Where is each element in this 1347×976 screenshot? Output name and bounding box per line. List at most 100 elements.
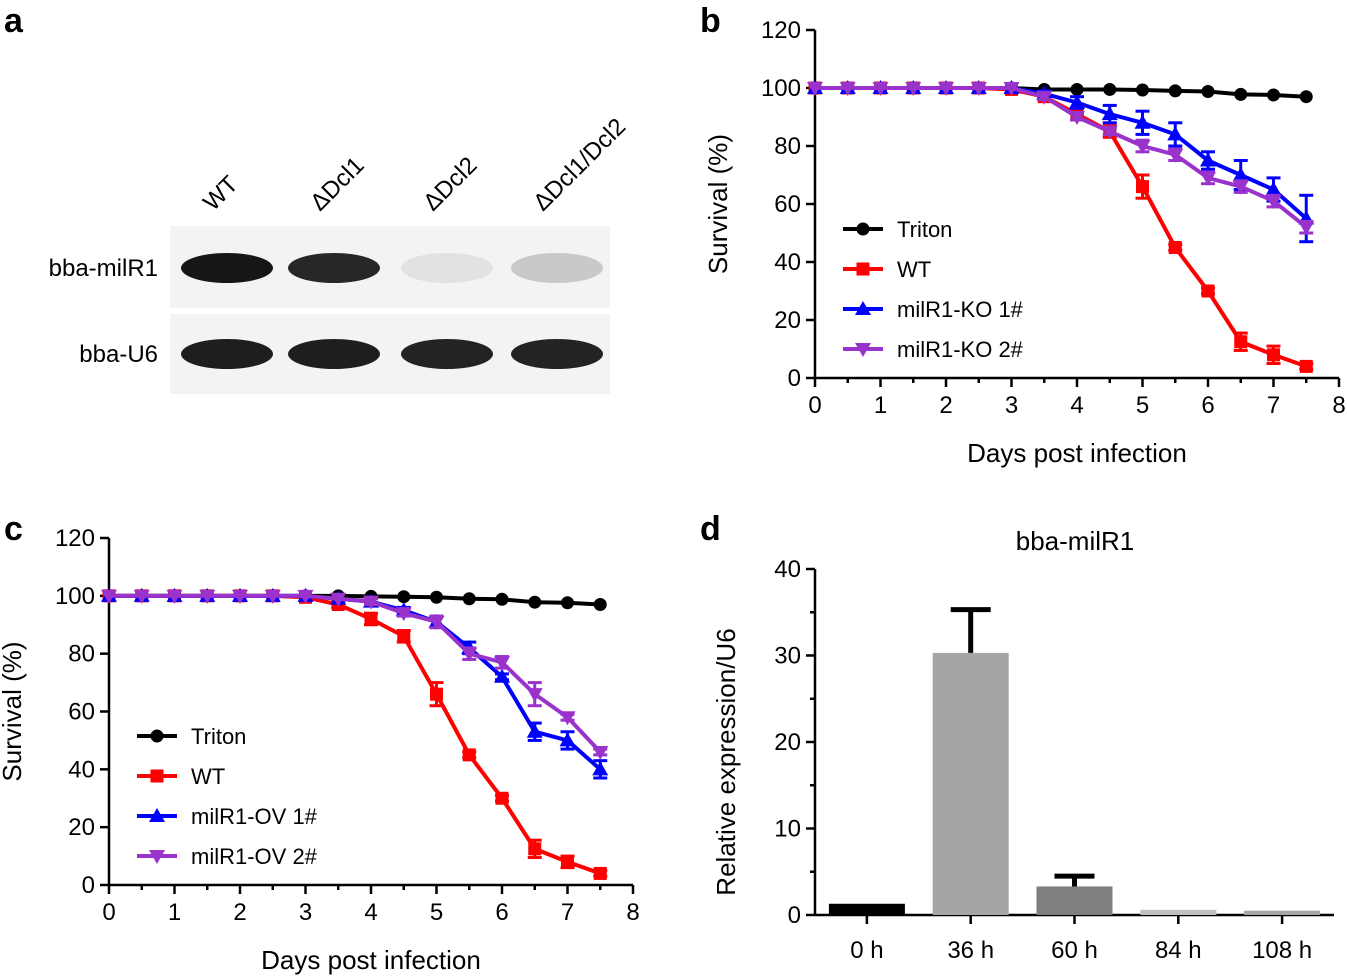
x-tick-label: 3 xyxy=(299,899,312,926)
series-line xyxy=(815,86,1307,369)
data-point xyxy=(297,589,314,604)
blot-band xyxy=(511,253,603,283)
data-point xyxy=(561,596,574,610)
lane-labels: WT ΔDcl1 ΔDcl2 ΔDcl1/Dcl2 xyxy=(198,113,631,216)
data-point xyxy=(232,589,248,604)
legend-label: Triton xyxy=(897,217,952,242)
data-point xyxy=(1134,114,1151,129)
legend-label: WT xyxy=(897,257,931,282)
x-tick-label: 8 xyxy=(1332,392,1345,419)
legend-label: Triton xyxy=(191,724,246,749)
data-point xyxy=(1232,167,1249,181)
data-point xyxy=(593,598,607,612)
x-tick-label: 7 xyxy=(1267,392,1280,419)
panel-a-letter: a xyxy=(4,2,24,40)
bar xyxy=(1036,886,1113,915)
x-tick-label: 1 xyxy=(874,392,887,419)
bar xyxy=(1140,909,1217,915)
data-point xyxy=(839,82,856,96)
data-point xyxy=(1168,84,1182,98)
data-point xyxy=(330,592,347,607)
blot-band xyxy=(288,253,380,283)
panel-b-letter: b xyxy=(700,2,721,40)
data-point xyxy=(397,590,411,604)
data-point xyxy=(526,688,543,703)
y-tick-label: 80 xyxy=(68,641,95,668)
data-point xyxy=(592,745,609,760)
chart-b: 0 20 40 60 80 100 120 0 1 2 3 4 5 6 7 8 Days post infect… xyxy=(703,17,1346,468)
x-tick-label: 7 xyxy=(561,899,574,926)
lane-label: ΔDcl1 xyxy=(305,152,369,216)
x-tick-label: 108 h xyxy=(1252,937,1312,964)
x-tick-label: 4 xyxy=(1070,392,1083,419)
data-point xyxy=(494,668,510,683)
x-tick-label: 84 h xyxy=(1155,937,1202,964)
y-tick-label: 40 xyxy=(774,556,801,583)
data-point xyxy=(494,656,510,671)
data-point xyxy=(1200,171,1216,186)
data-point xyxy=(856,222,870,236)
blot-band xyxy=(401,339,493,369)
legend-label: milR1-OV 2# xyxy=(191,844,318,869)
x-tick-label: 0 h xyxy=(850,937,883,964)
panel-d: d bba-milR1 0 10 20 30 40 0 h 36 h 60 h 84 h 108 … xyxy=(700,510,1334,964)
panel-c-letter: c xyxy=(4,510,23,548)
data-point xyxy=(1265,181,1282,196)
y-tick-label: 100 xyxy=(761,75,801,102)
panel-a: a WT ΔDcl1 ΔDcl2 ΔDcl1/Dcl2 bba-milR1 bba-U… xyxy=(4,2,631,394)
x-axis-title: Days post infection xyxy=(261,945,481,975)
legend-label: milR1-KO 2# xyxy=(897,337,1024,362)
data-point xyxy=(149,850,165,864)
blot-band xyxy=(511,339,603,369)
blot-bands xyxy=(181,253,603,369)
legend-label: milR1-OV 1# xyxy=(191,804,318,829)
data-point xyxy=(872,82,889,96)
data-point xyxy=(1136,83,1149,97)
y-axis-title: Relative expression/U6 xyxy=(711,628,741,895)
y-tick-label: 20 xyxy=(774,729,801,756)
data-point xyxy=(461,647,478,662)
data-point xyxy=(395,607,412,622)
data-point xyxy=(1168,241,1182,254)
data-point xyxy=(1103,82,1117,96)
data-point xyxy=(1267,348,1280,362)
bar xyxy=(932,652,1009,915)
data-point xyxy=(856,262,870,276)
data-point xyxy=(559,732,576,747)
y-tick-label: 120 xyxy=(55,525,95,552)
data-point xyxy=(1167,148,1184,163)
data-point xyxy=(1265,195,1282,210)
data-point xyxy=(101,589,117,604)
y-tick-label: 40 xyxy=(68,756,95,783)
x-tick-label: 1 xyxy=(168,899,181,926)
data-point xyxy=(1070,82,1084,96)
data-point xyxy=(1267,88,1280,102)
y-tick-label: 100 xyxy=(55,583,95,610)
series-line xyxy=(109,593,602,754)
data-point xyxy=(526,723,543,738)
legend-label: milR1-KO 1# xyxy=(897,297,1024,322)
x-tick-label: 36 h xyxy=(947,937,994,964)
data-point xyxy=(855,301,871,315)
data-point xyxy=(1200,152,1216,167)
data-point xyxy=(970,82,987,96)
data-point xyxy=(363,595,379,610)
y-tick-label: 40 xyxy=(774,249,801,276)
data-point xyxy=(150,729,164,743)
data-point xyxy=(397,629,411,643)
data-point xyxy=(1069,111,1085,125)
blot-label-U6: bba-U6 xyxy=(79,341,158,368)
data-point xyxy=(593,866,607,880)
data-point xyxy=(1136,180,1149,194)
data-point xyxy=(462,592,476,606)
data-point xyxy=(495,592,509,606)
data-point xyxy=(1201,284,1215,298)
data-point xyxy=(1298,221,1315,236)
data-point xyxy=(1167,126,1184,141)
data-point xyxy=(1299,90,1313,104)
y-tick-label: 30 xyxy=(774,643,801,670)
x-tick-label: 2 xyxy=(939,392,952,419)
x-tick-label: 8 xyxy=(626,899,639,926)
series-line xyxy=(109,593,602,771)
